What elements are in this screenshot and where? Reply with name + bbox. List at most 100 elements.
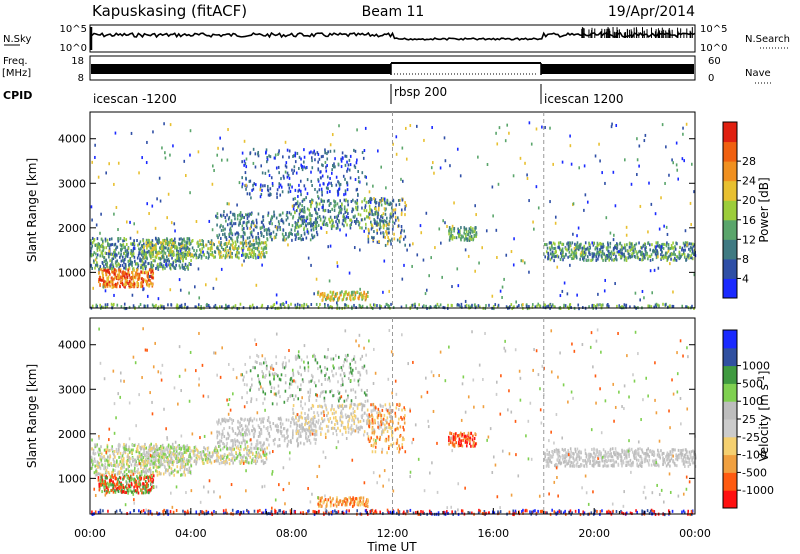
heatmap-cell xyxy=(582,305,584,309)
heatmap-cell xyxy=(404,213,406,217)
heatmap-cell xyxy=(234,245,236,249)
heatmap-cell xyxy=(330,224,333,228)
heatmap-cell xyxy=(119,460,122,464)
heatmap-cell xyxy=(227,249,229,253)
heatmap-cell xyxy=(592,254,595,258)
heatmap-cell xyxy=(132,276,135,280)
heatmap-cell xyxy=(177,452,179,456)
heatmap-cell xyxy=(188,237,191,241)
heatmap-cell xyxy=(91,244,94,248)
heatmap-cell xyxy=(309,238,312,242)
heatmap-cell xyxy=(607,304,610,308)
heatmap-cell xyxy=(306,215,309,219)
heatmap-cell xyxy=(611,122,613,126)
heatmap-cell xyxy=(176,470,178,474)
heatmap-cell xyxy=(357,192,359,196)
heatmap-cell xyxy=(310,198,313,202)
heatmap-cell xyxy=(156,448,159,452)
heatmap-cell xyxy=(225,254,227,258)
heatmap-cell xyxy=(226,223,229,227)
heatmap-cell xyxy=(231,243,234,247)
heatmap-cell xyxy=(203,453,205,457)
heatmap-cell xyxy=(181,445,184,449)
heatmap-cell xyxy=(243,448,245,452)
heatmap-cell xyxy=(169,153,171,157)
heatmap-cell xyxy=(170,467,173,471)
heatmap-cell xyxy=(111,483,114,487)
heatmap-cell xyxy=(330,181,332,185)
heatmap-cell xyxy=(260,444,262,448)
heatmap-cell xyxy=(241,253,243,257)
heatmap-cell xyxy=(237,251,239,255)
heatmap-cell xyxy=(393,232,395,236)
heatmap-cell xyxy=(225,242,228,246)
heatmap-cell xyxy=(322,164,324,168)
heatmap-cell xyxy=(238,451,241,455)
noise-left-label: N.Sky xyxy=(3,34,31,45)
heatmap-cell xyxy=(403,237,405,241)
heatmap-cell xyxy=(297,225,300,229)
heatmap-cell xyxy=(126,448,129,452)
heatmap-cell xyxy=(126,486,128,490)
heatmap-cell xyxy=(131,293,134,297)
heatmap-cell xyxy=(318,215,321,219)
heatmap-cell xyxy=(155,459,158,463)
heatmap-cell xyxy=(147,489,150,493)
heatmap-cell xyxy=(157,451,159,455)
heatmap-cell xyxy=(326,296,329,300)
heatmap-cell xyxy=(667,246,670,250)
heatmap-cell xyxy=(601,249,604,253)
heatmap-cell xyxy=(139,446,142,450)
heatmap-cell xyxy=(175,253,178,257)
heatmap-cell xyxy=(683,243,686,247)
heatmap-cell xyxy=(256,305,258,309)
heatmap-cell xyxy=(315,210,317,214)
heatmap-cell xyxy=(128,273,131,277)
heatmap-cell xyxy=(682,132,684,136)
heatmap-cell xyxy=(375,207,377,211)
heatmap-cell xyxy=(478,261,480,265)
heatmap-cell xyxy=(644,253,647,257)
heatmap-cell xyxy=(98,461,101,465)
heatmap-cell xyxy=(164,470,167,474)
heatmap-cell xyxy=(158,250,160,254)
heatmap-cell xyxy=(108,271,111,275)
heatmap-cell xyxy=(245,459,247,463)
heatmap-cell xyxy=(155,267,157,271)
heatmap-cell xyxy=(388,304,390,308)
heatmap-cell xyxy=(311,201,313,205)
heatmap-cell xyxy=(121,247,123,251)
heatmap-cell xyxy=(647,241,649,245)
heatmap-cell xyxy=(543,243,546,247)
heatmap-cell xyxy=(591,258,594,262)
heatmap-cell xyxy=(148,275,151,279)
heatmap-cell xyxy=(95,252,97,256)
heatmap-cell xyxy=(123,273,125,277)
heatmap-cell xyxy=(285,300,288,304)
heatmap-cell xyxy=(91,236,94,240)
heatmap-cell xyxy=(188,242,191,246)
heatmap-cell xyxy=(397,199,400,203)
heatmap-cell xyxy=(152,485,155,489)
heatmap-cell xyxy=(475,234,478,238)
heatmap-cell xyxy=(175,446,177,450)
heatmap-cell xyxy=(123,283,126,287)
heatmap-cell xyxy=(108,463,111,467)
heatmap-cell xyxy=(392,220,394,224)
heatmap-cell xyxy=(357,212,360,216)
heatmap-cell xyxy=(142,280,145,284)
heatmap-cell xyxy=(99,457,101,461)
heatmap-cell xyxy=(325,169,328,173)
heatmap-cell xyxy=(163,250,165,254)
heatmap-cell xyxy=(122,239,124,243)
heatmap-cell xyxy=(588,242,591,246)
heatmap-cell xyxy=(179,249,182,253)
heatmap-cell xyxy=(672,252,675,256)
heatmap-cell xyxy=(302,208,304,212)
heatmap-cell xyxy=(250,243,253,247)
heatmap-cell xyxy=(125,468,128,472)
heatmap-cell xyxy=(283,176,285,180)
heatmap-cell xyxy=(365,296,367,300)
heatmap-cell xyxy=(252,243,254,247)
heatmap-cell xyxy=(321,174,324,178)
